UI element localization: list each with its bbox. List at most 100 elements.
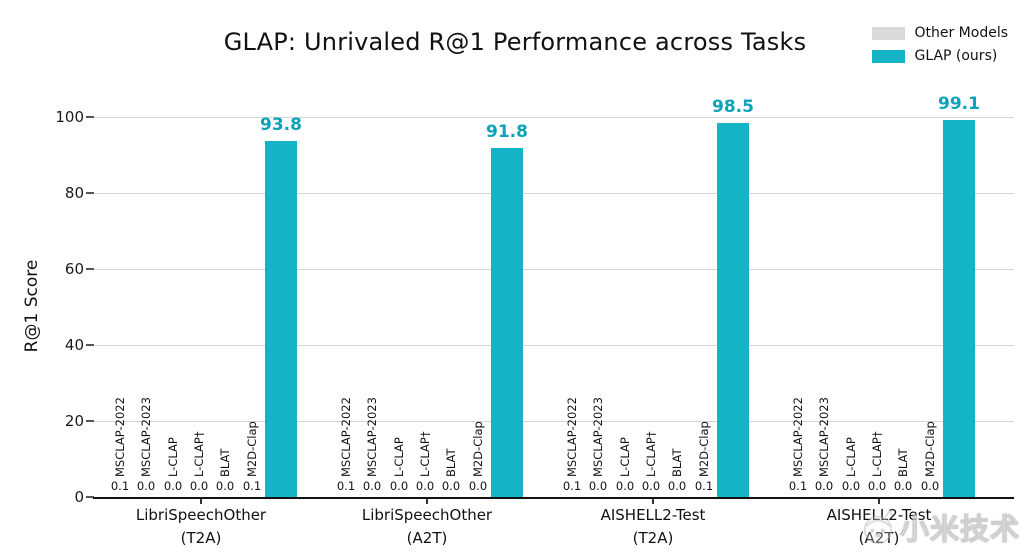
model-label: MSCLAP-2023: [365, 397, 379, 477]
glap-value-label: 99.1: [938, 94, 980, 115]
model-label: BLAT: [670, 448, 684, 477]
model-label: L-CLAP: [618, 437, 632, 477]
model-label: L-CLAP†: [418, 431, 432, 477]
other-model-value: 0.0: [814, 479, 834, 493]
legend-label-glap: GLAP (ours): [914, 48, 998, 64]
other-model-value: 0.0: [415, 479, 435, 493]
y-tick-mark: [86, 192, 94, 194]
x-group-label-task: (T2A): [180, 529, 222, 547]
other-model-value: 0.0: [362, 479, 382, 493]
other-model-value: 0.0: [163, 479, 183, 493]
y-tick-label: 20: [64, 412, 84, 430]
other-model-value: 0.1: [110, 479, 130, 493]
model-label: MSCLAP-2023: [817, 397, 831, 477]
model-label: MSCLAP-2022: [339, 397, 353, 477]
other-model-value: 0.1: [694, 479, 714, 493]
model-label: M2D-Clap: [923, 421, 937, 477]
model-label: MSCLAP-2022: [565, 397, 579, 477]
other-model-value: 0.1: [788, 479, 808, 493]
x-group-label-task: (T2A): [632, 529, 674, 547]
chart-title: GLAP: Unrivaled R@1 Performance across T…: [223, 28, 807, 56]
x-group-label-category: LibriSpeechOther: [135, 506, 267, 524]
gridline: [95, 269, 1014, 270]
y-tick-mark: [86, 116, 94, 118]
other-model-value: 0.0: [389, 479, 409, 493]
model-label: MSCLAP-2023: [139, 397, 153, 477]
other-model-value: 0.1: [562, 479, 582, 493]
model-label: L-CLAP: [166, 437, 180, 477]
y-tick-label: 100: [55, 108, 84, 126]
other-model-value: 0.0: [441, 479, 461, 493]
x-tick-mark: [426, 499, 428, 504]
x-group-label: LibriSpeechOther (A2T): [312, 504, 542, 550]
y-tick-mark: [86, 420, 94, 422]
model-label: L-CLAP†: [870, 431, 884, 477]
y-tick-mark: [86, 268, 94, 270]
x-tick-mark: [878, 499, 880, 504]
x-group-label-category: AISHELL2-Test: [600, 506, 706, 524]
glap-bar: [265, 140, 297, 497]
y-tick-mark: [86, 344, 94, 346]
other-model-value: 0.0: [136, 479, 156, 493]
legend: Other Models GLAP (ours): [872, 25, 1008, 64]
other-model-value: 0.0: [615, 479, 635, 493]
other-model-value: 0.0: [588, 479, 608, 493]
glap-value-label: 91.8: [486, 122, 528, 143]
gridline: [95, 421, 1014, 422]
x-group-label-category: LibriSpeechOther: [361, 506, 493, 524]
y-tick-label: 80: [64, 184, 84, 202]
model-label: BLAT: [896, 448, 910, 477]
x-group-label: LibriSpeechOther (T2A): [86, 504, 316, 550]
gridline: [95, 117, 1014, 118]
legend-label-other-models: Other Models: [914, 25, 1008, 41]
other-model-value: 0.0: [468, 479, 488, 493]
y-tick-mark: [86, 496, 94, 498]
glap-bar: [943, 120, 975, 497]
x-group-label: AISHELL2-Test (T2A): [538, 504, 768, 550]
x-tick-mark: [652, 499, 654, 504]
model-label: M2D-Clap: [245, 421, 259, 477]
other-model-value: 0.1: [242, 479, 262, 493]
glap-value-label: 98.5: [712, 96, 754, 117]
model-label: BLAT: [444, 448, 458, 477]
other-model-value: 0.1: [336, 479, 356, 493]
glap-value-label: 93.8: [260, 114, 302, 135]
glap-bar: [717, 122, 749, 497]
glap-bar: [491, 148, 523, 497]
other-model-value: 0.0: [641, 479, 661, 493]
x-tick-mark: [200, 499, 202, 504]
legend-swatch-other-models: [872, 26, 906, 40]
model-label: L-CLAP†: [644, 431, 658, 477]
legend-row-other: Other Models: [872, 25, 1008, 41]
model-label: MSCLAP-2022: [791, 397, 805, 477]
x-group-label-task: (A2T): [406, 529, 448, 547]
y-tick-label: 60: [64, 260, 84, 278]
y-axis-label: R@1 Score: [22, 259, 42, 353]
gridline: [95, 193, 1014, 194]
gridline: [95, 345, 1014, 346]
y-tick-label: 0: [74, 488, 84, 506]
x-group-label-task: (A2T): [858, 529, 900, 547]
x-group-label: AISHELL2-Test (A2T): [764, 504, 994, 550]
legend-swatch-glap: [872, 49, 906, 63]
other-model-value: 0.0: [841, 479, 861, 493]
model-label: L-CLAP: [392, 437, 406, 477]
other-model-value: 0.0: [867, 479, 887, 493]
other-model-value: 0.0: [215, 479, 235, 493]
model-label: MSCLAP-2023: [591, 397, 605, 477]
model-label: L-CLAP: [844, 437, 858, 477]
other-model-value: 0.0: [893, 479, 913, 493]
x-axis-line: [93, 497, 1014, 499]
other-model-value: 0.0: [920, 479, 940, 493]
model-label: MSCLAP-2022: [113, 397, 127, 477]
model-label: BLAT: [218, 448, 232, 477]
model-label: M2D-Clap: [697, 421, 711, 477]
other-model-value: 0.0: [667, 479, 687, 493]
other-model-value: 0.0: [189, 479, 209, 493]
x-group-label-category: AISHELL2-Test: [826, 506, 932, 524]
model-label: L-CLAP†: [192, 431, 206, 477]
model-label: M2D-Clap: [471, 421, 485, 477]
legend-row-glap: GLAP (ours): [872, 48, 1008, 64]
y-tick-label: 40: [64, 336, 84, 354]
